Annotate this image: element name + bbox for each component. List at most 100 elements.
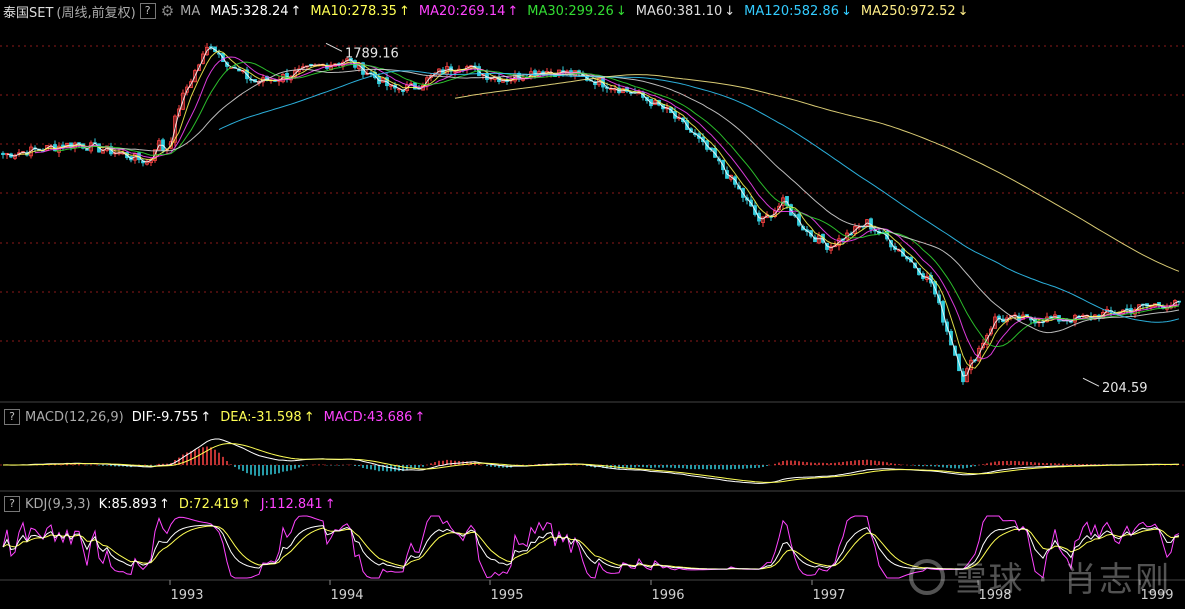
gear-icon[interactable]: ⚙ (160, 2, 175, 20)
annotation-pointer (1082, 377, 1100, 387)
ma-legend: 泰国SET (周线,前复权) ? ⚙ MA MA5:328.24 ↑ MA10:27… (0, 0, 978, 22)
kdj-item: K:85.893 ↑ (99, 497, 170, 512)
period-label: (周线,前复权) (56, 5, 136, 21)
candle-body (201, 53, 205, 64)
macd-line (3, 443, 1179, 483)
arrow-icon: ↑ (240, 496, 252, 512)
arrow-icon: ↓ (724, 3, 736, 19)
ma-item: MA5:328.24 ↑ (210, 4, 301, 19)
kdj-value: K:85.893 (98, 496, 157, 512)
macd-items: DIF:-9.755 ↑ DEA:-31.598 ↑ MACD:43.686 ↑ (132, 410, 435, 425)
candle-body (969, 359, 973, 371)
ma10-line (18, 50, 1180, 369)
candle-body (513, 73, 517, 82)
ma-items: MA5:328.24 ↑ MA10:278.35 ↑ MA20:269.14 ↑ MA30:… (210, 4, 977, 19)
candle-body (1053, 314, 1057, 319)
candle-body (197, 64, 201, 71)
candle-body (977, 347, 981, 362)
macd-help-icon[interactable]: ? (4, 409, 20, 425)
x-tick-label: 1998 (978, 588, 1011, 603)
arrow-icon: ↓ (957, 3, 969, 19)
candle-body (185, 86, 189, 93)
candle-body (533, 70, 537, 77)
ma120-line (218, 70, 1180, 323)
macd-value: DEA:-31.598 (220, 409, 302, 425)
arrow-icon: ↑ (159, 496, 170, 512)
watermark-text: 雪球 · 肖志刚 (952, 560, 1171, 600)
candle-body (837, 238, 841, 247)
macd-legend: ? MACD(12,26,9) DIF:-9.755 ↑ DEA:-31.598 ↑ M… (0, 406, 434, 428)
instrument-name: 泰国SET (3, 5, 54, 21)
candle-body (829, 245, 833, 251)
kdj-items: K:85.893 ↑ D:72.419 ↑ J:112.841 ↑ (99, 497, 345, 512)
candle-body (181, 92, 185, 110)
ma-value: MA60:381.10 (635, 3, 723, 19)
candle-body (761, 216, 765, 223)
ma-item: MA30:299.26 ↓ (527, 4, 626, 19)
ma-value: MA5:328.24 (210, 3, 289, 19)
candle-body (13, 154, 17, 159)
arrow-icon: ↑ (507, 3, 519, 19)
arrow-icon: ↑ (290, 3, 302, 19)
candle-body (101, 149, 105, 154)
arrow-icon: ↓ (840, 3, 852, 19)
candle-body (189, 81, 193, 88)
candle-body (989, 328, 993, 335)
macd-item: DIF:-9.755 ↑ (132, 410, 212, 425)
help-icon[interactable]: ? (139, 3, 156, 19)
ma30-line (54, 61, 1180, 348)
ma250-line (454, 74, 1180, 272)
kdj-line (2, 515, 1180, 579)
candle-body (205, 46, 209, 56)
candle-body (981, 342, 985, 349)
x-tick-label: 1996 (651, 588, 684, 603)
kdj-line (2, 525, 1180, 570)
macd-value: DIF:-9.755 (131, 409, 199, 425)
annotation-pointer (325, 42, 343, 52)
x-tick-label: 1999 (1140, 588, 1173, 603)
ma-item: MA20:269.14 ↑ (419, 4, 518, 19)
kdj-item: D:72.419 ↑ (179, 497, 252, 512)
arrow-icon: ↑ (200, 409, 212, 425)
candle-body (865, 219, 869, 226)
x-tick-label: 1994 (330, 588, 363, 603)
candle-body (961, 371, 965, 383)
candle-body (193, 70, 197, 83)
extreme-label: 204.59 (1102, 381, 1148, 396)
macd-title: MACD(12,26,9) (25, 409, 124, 425)
kdj-line (2, 524, 1180, 570)
arrow-icon: ↑ (324, 496, 336, 512)
candle-body (297, 68, 301, 72)
candle-body (853, 226, 857, 234)
candle-body (813, 236, 817, 243)
candle-body (429, 74, 433, 79)
candle-body (817, 235, 821, 244)
candle-body (381, 77, 385, 83)
candle-body (777, 205, 781, 211)
watermark: 雪球 · 肖志刚 (908, 552, 1171, 601)
macd-item: MACD:43.686 ↑ (324, 410, 426, 425)
ma20-line (34, 56, 1180, 360)
candle-body (729, 174, 733, 180)
ma-value: MA120:582.86 (744, 3, 839, 19)
arrow-icon: ↑ (303, 409, 315, 425)
macd-value: MACD:43.686 (323, 409, 413, 425)
kdj-value: J:112.841 (260, 496, 323, 512)
x-tick-label: 1993 (170, 588, 203, 603)
candle-body (285, 72, 289, 80)
ma-value: MA250:972.52 (860, 3, 956, 19)
candle-body (173, 115, 177, 143)
arrow-icon: ↑ (398, 3, 410, 19)
ma-item: MA250:972.52 ↓ (861, 4, 969, 19)
ma-value: MA30:299.26 (527, 3, 614, 19)
arrow-icon: ↑ (414, 409, 426, 425)
kdj-help-icon[interactable]: ? (4, 496, 20, 512)
kdj-item: J:112.841 ↑ (261, 497, 336, 512)
arrow-icon: ↓ (615, 3, 627, 19)
candle-body (177, 108, 181, 116)
ma5-line (6, 47, 1180, 377)
ma-item: MA120:582.86 ↓ (744, 4, 852, 19)
x-tick-label: 1995 (490, 588, 523, 603)
extreme-label: 1789.16 (345, 46, 399, 61)
